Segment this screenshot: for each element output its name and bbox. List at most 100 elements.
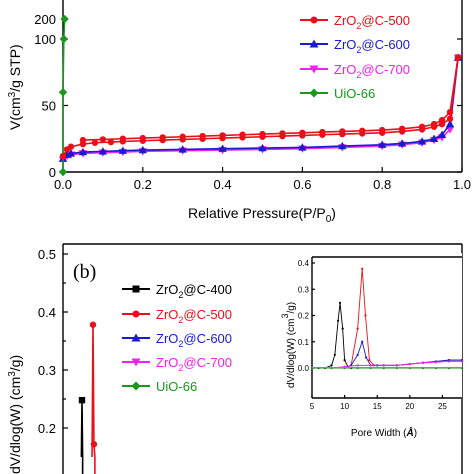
panel-a-series-desorption-line bbox=[82, 57, 459, 141]
panel-a-x-tick-label: 0.0 bbox=[54, 177, 72, 192]
panel-a-legend-entry-1-marker bbox=[309, 39, 319, 48]
panel-a-data-point bbox=[138, 145, 147, 154]
panel-a-legend-entry-1: ZrO2@C-600 bbox=[300, 37, 410, 55]
panel-a-data-point bbox=[107, 138, 115, 146]
panel-a-data-point bbox=[59, 34, 68, 44]
panel-a-data-point bbox=[98, 147, 108, 155]
panel-a-x-tick-label: 0.6 bbox=[293, 177, 311, 192]
panel-b-legend-entry-1-label: ZrO2@C-500 bbox=[156, 307, 232, 325]
panel-b: 0.2 0.3 0.4 0.5 (b) dV/dlog(W) (cm3/g) ZrO2… bbox=[7, 243, 464, 474]
inset-x-tick-label: 20 bbox=[405, 402, 414, 411]
panel-a-legend-entry-2-marker bbox=[309, 65, 319, 74]
panel-a-data-point bbox=[178, 145, 187, 153]
panel-a-x-tick-label: 0.8 bbox=[373, 177, 391, 192]
inset-y-tick-label: 0.0 bbox=[298, 364, 310, 373]
inset-x-axis-title: Pore Width (Å) bbox=[351, 426, 417, 439]
panel-a-data-point bbox=[397, 139, 407, 147]
panel-b-legend-entry-4: UiO-66 bbox=[122, 379, 197, 394]
panel-a-data-point bbox=[299, 132, 306, 139]
panel-b-data-point bbox=[78, 396, 86, 404]
panel-a-data-point bbox=[79, 140, 87, 148]
panel-a-data-point bbox=[67, 143, 75, 150]
panel-b-legend-entry-4-marker bbox=[131, 381, 141, 391]
inset-data-point bbox=[356, 364, 359, 367]
panel-a-data-point bbox=[359, 130, 366, 137]
panel-b-legend-entry-1-marker bbox=[132, 310, 140, 318]
panel-a-series bbox=[58, 14, 463, 177]
inset-data-point bbox=[408, 362, 411, 366]
panel-a-legend-entry-2: ZrO2@C-700 bbox=[300, 62, 410, 80]
panel-a-y-tick-label: 50 bbox=[42, 99, 56, 114]
inset-data-point bbox=[333, 353, 336, 356]
inset-x-tick-label: 5 bbox=[310, 402, 315, 411]
panel-a-legend-entry-3-label: UiO-66 bbox=[334, 86, 375, 101]
panel-b-y-tick-label: 0.3 bbox=[38, 363, 56, 378]
panel-a-data-point bbox=[199, 135, 206, 142]
inset-data-point bbox=[460, 360, 464, 363]
panel-a-data-point bbox=[319, 131, 326, 138]
inset-data-point bbox=[343, 359, 346, 362]
panel-b-inset: 5 10 15 20 250.00.10.20.30.4 Pore Width (Å) … bbox=[280, 253, 464, 439]
inset-y-tick-label: 0.2 bbox=[298, 312, 310, 321]
panel-b-legend-entry-0-marker bbox=[132, 285, 140, 293]
panel-a-data-point bbox=[417, 137, 427, 145]
inset-series bbox=[310, 267, 464, 370]
panel-a-x-tick-label: 0.4 bbox=[214, 177, 232, 192]
panel-a-legend-entry-0-label: ZrO2@C-500 bbox=[334, 13, 410, 31]
panel-b-series bbox=[78, 321, 98, 474]
panel-b-y-tick-label: 0.5 bbox=[38, 247, 56, 262]
panel-a-series-3 bbox=[58, 14, 69, 177]
panel-a-data-point bbox=[398, 128, 406, 135]
panel-b-legend-entry-3-label: ZrO2@C-700 bbox=[156, 355, 232, 373]
inset-data-point bbox=[361, 267, 364, 270]
inset-data-point bbox=[361, 340, 364, 343]
panel-a-data-point bbox=[91, 139, 99, 146]
panel-a-x-axis-title: Relative Pressure(P/P0) bbox=[188, 205, 336, 225]
panel-a-data-point bbox=[339, 130, 346, 138]
panel-b-series-1 bbox=[89, 321, 98, 474]
panel-b-legend-entry-3: ZrO2@C-700 bbox=[122, 355, 232, 373]
inset-y-tick-label: 0.3 bbox=[298, 285, 310, 294]
panel-a-data-point bbox=[179, 136, 186, 143]
panel-b-data-point bbox=[89, 321, 97, 328]
panel-a-data-point bbox=[279, 132, 286, 140]
inset-data-point bbox=[338, 301, 342, 304]
panel-a-legend-entry-3: UiO-66 bbox=[300, 86, 375, 101]
inset-x-tick-label: 10 bbox=[340, 402, 349, 411]
panel-a-data-point bbox=[78, 147, 88, 156]
inset-data-point bbox=[368, 359, 371, 362]
panel-a-data-point bbox=[298, 143, 307, 151]
inset-data-point bbox=[447, 360, 451, 363]
panel-b-legend-entry-2-label: ZrO2@C-600 bbox=[156, 331, 232, 349]
inset-data-point bbox=[356, 327, 359, 330]
panel-a-data-point bbox=[418, 126, 426, 133]
panel-a-data-point bbox=[430, 123, 438, 130]
panel-a-data-point bbox=[66, 149, 76, 157]
panel-a-data-point bbox=[159, 136, 166, 144]
panel-a-data-point bbox=[379, 129, 386, 136]
inset-data-point bbox=[364, 314, 367, 317]
panel-b-legend-entry-0-label: ZrO2@C-400 bbox=[156, 282, 232, 300]
inset-data-point bbox=[336, 319, 340, 322]
panel-a-data-point bbox=[378, 140, 387, 148]
panel-a-series-1 bbox=[58, 53, 463, 162]
inset-y-tick-label: 0.4 bbox=[298, 259, 310, 268]
panel-b-legend-entry-1: ZrO2@C-500 bbox=[122, 307, 232, 325]
inset-y-tick-label: 0.1 bbox=[298, 338, 310, 347]
inset-series-4 bbox=[310, 366, 464, 370]
inset-series-line bbox=[312, 360, 462, 369]
panel-a-data-point bbox=[118, 146, 128, 154]
panel-b-legend-entry-2: ZrO2@C-600 bbox=[122, 331, 232, 349]
inset-data-point bbox=[369, 364, 372, 367]
panel-b-legend: ZrO2@C-400 ZrO2@C-500 ZrO2@C-600 ZrO2@C-700… bbox=[122, 282, 232, 394]
panel-a-data-point bbox=[454, 54, 462, 61]
panel-b-data-point bbox=[90, 441, 98, 448]
panel-b-legend-entry-2-marker bbox=[131, 333, 141, 342]
panel-a-data-point bbox=[438, 120, 446, 128]
panel-a-data-point bbox=[429, 134, 439, 142]
inset-x-tick-label: 25 bbox=[438, 402, 447, 411]
panel-a-data-point bbox=[60, 14, 69, 24]
panel-b-ticks: 0.2 0.3 0.4 0.5 bbox=[38, 247, 68, 436]
inset-background bbox=[312, 253, 462, 399]
